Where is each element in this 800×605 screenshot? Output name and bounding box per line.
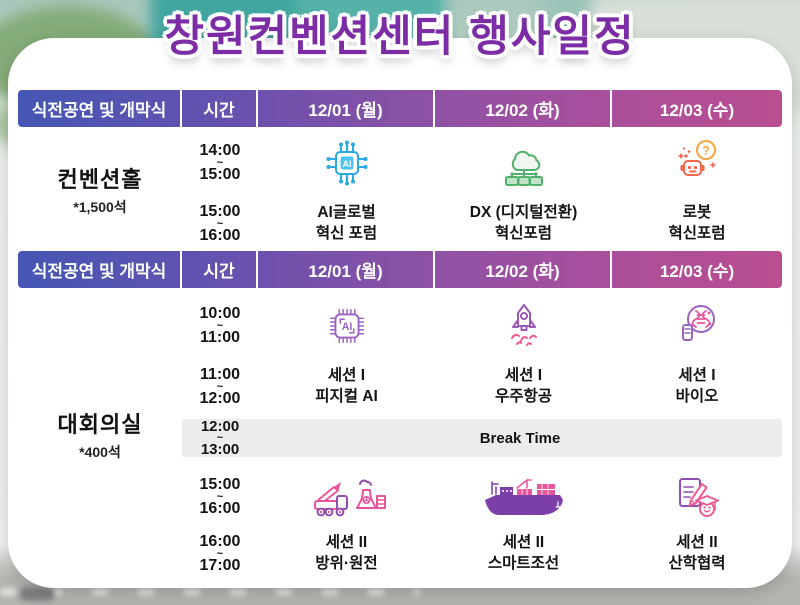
ai-chip-purple-icon: AI	[320, 299, 374, 353]
event-cell-dx: DX (디지털전환) 혁신포럼	[435, 127, 612, 251]
time-column: 14:00 ~ 15:00 15:00 ~ 16:00	[182, 127, 258, 251]
time-range: 15:00 ~ 16:00	[199, 202, 241, 244]
event-cell-aerospace: 세션 I 우주항공	[435, 290, 612, 414]
schedule-block: 15:00 ~ 16:00 16:00 ~ 17:00	[182, 465, 782, 581]
ai-chip-cyan-icon: AI	[319, 135, 375, 191]
robot-icon: ?	[669, 135, 725, 191]
schedule-block: 10:00 ~ 11:00 11:00 ~ 12:00	[182, 290, 782, 414]
schedule-block: 14:00 ~ 15:00 15:00 ~ 16:00	[182, 127, 782, 251]
grad-education-icon	[669, 471, 725, 523]
time-column: 10:00 ~ 11:00 11:00 ~ 12:00	[182, 290, 258, 414]
time-range: 11:00 ~ 12:00	[199, 365, 241, 407]
header-cell-opening: 식전공연 및 개막식	[18, 90, 182, 127]
room-cell-convention-hall: 컨벤션홀 *1,500석	[18, 127, 182, 251]
header-cell-day1: 12/01 (월)	[258, 251, 435, 288]
header-row-1: 식전공연 및 개막식 시간 12/01 (월) 12/02 (화) 12/03 …	[18, 90, 782, 127]
header-row-2: 식전공연 및 개막식 시간 12/01 (월) 12/02 (화) 12/03 …	[18, 251, 782, 288]
room-name: 대회의실	[57, 412, 143, 437]
event-cell-ai-global: AI AI글로벌	[258, 127, 435, 251]
road-markings	[0, 589, 420, 595]
room-capacity: *400석	[79, 444, 121, 460]
cargo-ship-icon	[480, 474, 568, 520]
svg-text:AI: AI	[341, 321, 352, 333]
header-cell-time: 시간	[182, 90, 258, 127]
header-cell-opening: 식전공연 및 개막식	[18, 251, 182, 288]
svg-text:AI: AI	[342, 159, 351, 169]
svg-text:?: ?	[702, 144, 709, 158]
car	[20, 587, 54, 601]
time-range: 10:00 ~ 11:00	[199, 304, 241, 346]
time-range: 16:00 ~ 17:00	[199, 532, 241, 574]
room-cell-conference-room: 대회의실 *400석	[18, 288, 182, 581]
header-cell-time: 시간	[182, 251, 258, 288]
header-cell-day2: 12/02 (화)	[435, 90, 612, 127]
bio-dna-icon	[669, 298, 725, 354]
section-conference-room: 대회의실 *400석 10:00 ~ 11:00 11:00 ~ 12:00	[18, 288, 782, 581]
event-cell-smart-shipbuilding: 세션 II 스마트조선	[435, 465, 612, 581]
defense-nuclear-icon	[307, 472, 387, 522]
page-title: 창원컨벤션센터 행사일정	[164, 13, 636, 61]
room-capacity: *1,500석	[73, 198, 127, 215]
header-cell-day3: 12/03 (수)	[659, 101, 735, 120]
header-cell-day3: 12/03 (수)	[659, 262, 735, 281]
time-range: 14:00 ~ 15:00	[199, 141, 241, 183]
event-cell-robot: ?	[612, 127, 782, 251]
time-column: 15:00 ~ 16:00 16:00 ~ 17:00	[182, 465, 258, 581]
break-time-label: Break Time	[479, 429, 561, 447]
break-time-row: 12:00 ~ 13:00 Break Time	[182, 419, 782, 457]
header-cell-day2: 12/02 (화)	[435, 251, 612, 288]
event-cell-industry-academia: 세션 II 산학협력	[612, 465, 782, 581]
room-name: 컨벤션홀	[57, 166, 143, 192]
header-cell-day1: 12/01 (월)	[258, 90, 435, 127]
event-cell-defense-nuclear: 세션 II 방위·원전	[258, 465, 435, 581]
rocket-icon	[496, 298, 552, 354]
event-cell-physical-ai: AI 세션 I 피지컬 AI	[258, 290, 435, 414]
time-range: 15:00 ~ 16:00	[199, 475, 241, 517]
event-cell-bio: 세션 I 바이오	[612, 290, 782, 414]
cloud-network-icon	[496, 135, 552, 191]
schedule-card: 식전공연 및 개막식 시간 12/01 (월) 12/02 (화) 12/03 …	[8, 38, 792, 588]
time-range: 12:00 ~ 13:00	[200, 418, 240, 458]
section-convention-hall: 컨벤션홀 *1,500석 14:00 ~ 15:00 15:00 ~ 16:00	[18, 127, 782, 251]
